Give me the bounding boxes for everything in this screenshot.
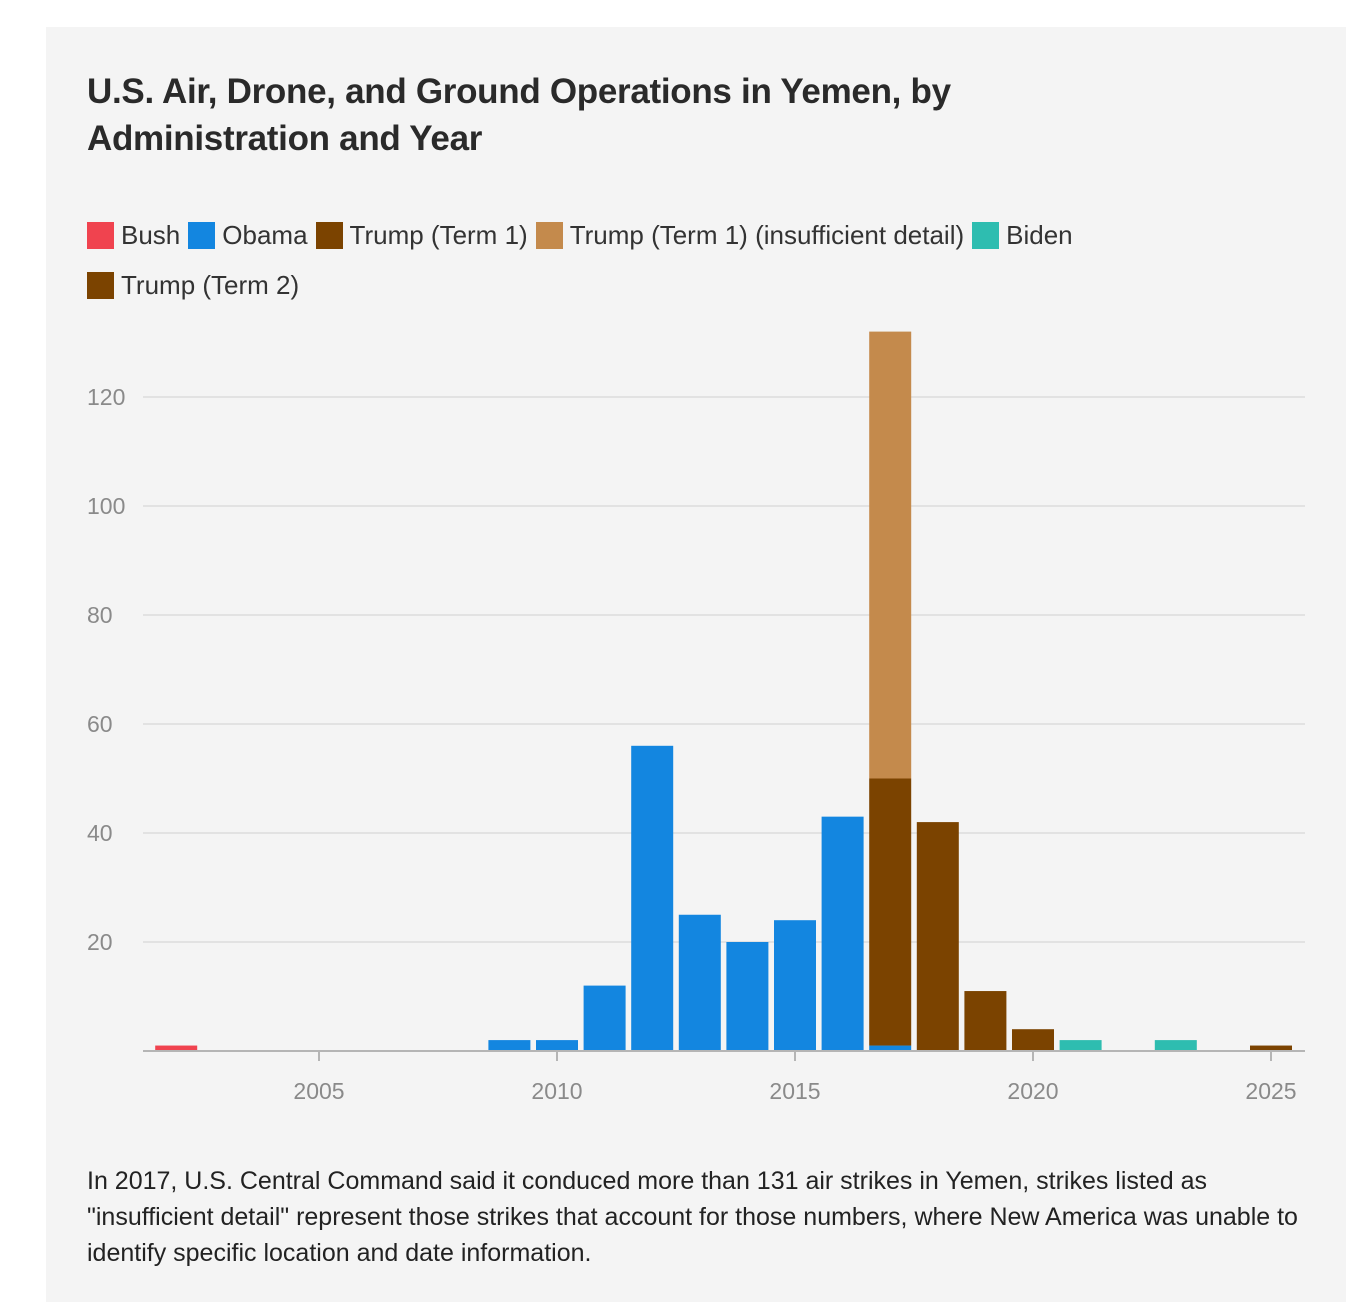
bar [1250, 1045, 1292, 1051]
y-tick-label: 40 [87, 820, 113, 846]
bar [1154, 1040, 1197, 1051]
legend-item[interactable]: Trump (Term 1) [315, 213, 528, 258]
x-tick-label: 2010 [531, 1078, 582, 1104]
x-tick-label: 2020 [1007, 1078, 1058, 1104]
legend-item[interactable]: Bush [87, 213, 180, 258]
chart-title: U.S. Air, Drone, and Ground Operations i… [87, 72, 951, 158]
y-tick-label: 100 [87, 493, 125, 519]
legend-label: Bush [121, 220, 181, 250]
legend-item[interactable]: Biden [972, 213, 1073, 258]
legend-label: Trump (Term 2) [121, 270, 300, 300]
y-tick-label: 60 [87, 711, 113, 737]
bar [488, 1040, 531, 1051]
bar [155, 1045, 198, 1051]
y-tick-label: 120 [87, 384, 125, 410]
legend: Bush Obama Trump (Term 1) Trump (Term 1) (i… [87, 213, 1287, 313]
legend-label: Trump (Term 1) (insufficient detail) [569, 220, 965, 250]
bar [536, 1040, 578, 1051]
bar [916, 822, 959, 1051]
legend-swatch [972, 222, 1000, 249]
bar [964, 991, 1007, 1051]
bar [583, 985, 626, 1051]
legend-swatch [87, 272, 114, 299]
legend-swatch [315, 222, 343, 249]
legend-item[interactable]: Obama [188, 213, 308, 258]
legend-swatch [535, 222, 563, 249]
legend-item[interactable]: Trump (Term 2) [87, 263, 299, 308]
x-tick-label: 2015 [769, 1078, 820, 1104]
legend-label: Trump (Term 1) [349, 220, 528, 250]
y-tick-label: 80 [87, 602, 113, 628]
x-tick-label: 2005 [293, 1078, 344, 1104]
legend-item[interactable]: Trump (Term 1) (insufficient detail) [535, 213, 965, 258]
legend-label: Biden [1006, 220, 1073, 250]
bar [821, 816, 864, 1051]
bar [1059, 1040, 1102, 1051]
bar [678, 914, 721, 1051]
x-tick-label: 2025 [1245, 1078, 1296, 1104]
legend-swatch [188, 222, 216, 249]
legend-swatch [87, 222, 114, 249]
chart-note: In 2017, U.S. Central Command said it co… [87, 1167, 1298, 1267]
bar [869, 1045, 912, 1051]
bar [1012, 1029, 1054, 1051]
bar [631, 745, 674, 1051]
legend-label: Obama [222, 220, 308, 250]
bar [869, 778, 912, 1046]
bar [869, 331, 912, 779]
bar [726, 942, 769, 1051]
y-tick-label: 20 [87, 929, 113, 955]
chart-card [46, 27, 1346, 1302]
bar [774, 920, 816, 1051]
